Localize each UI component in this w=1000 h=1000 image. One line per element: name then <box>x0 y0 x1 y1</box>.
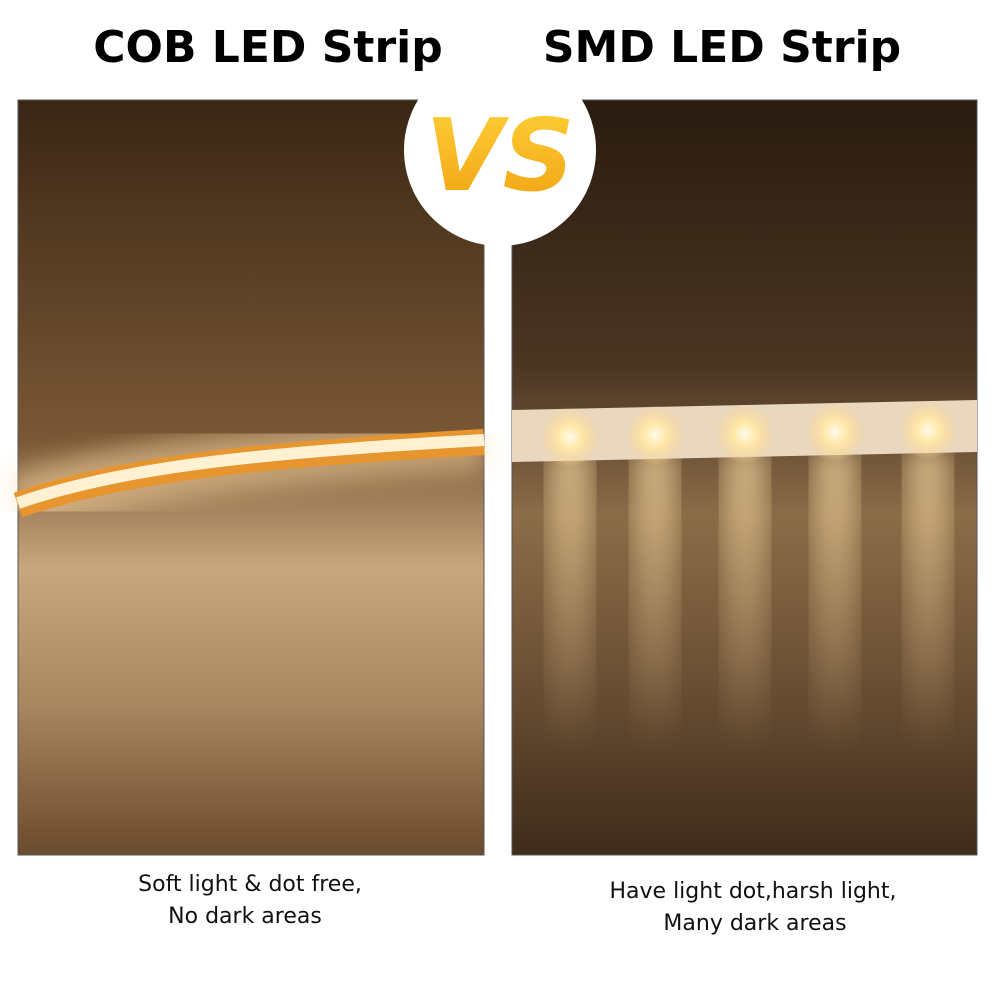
cob-photo <box>8 99 486 856</box>
left-title: COB LED Strip <box>93 22 443 73</box>
vs-label: VS <box>425 97 574 214</box>
vs-badge: VS <box>404 54 596 246</box>
smd-photo <box>511 99 978 856</box>
left-caption-line: Soft light & dot free, <box>138 872 362 897</box>
right-title: SMD LED Strip <box>543 22 901 73</box>
left-caption-line: No dark areas <box>168 904 322 929</box>
right-caption-line: Many dark areas <box>663 911 846 936</box>
right-caption-line: Have light dot,harsh light, <box>610 879 897 904</box>
